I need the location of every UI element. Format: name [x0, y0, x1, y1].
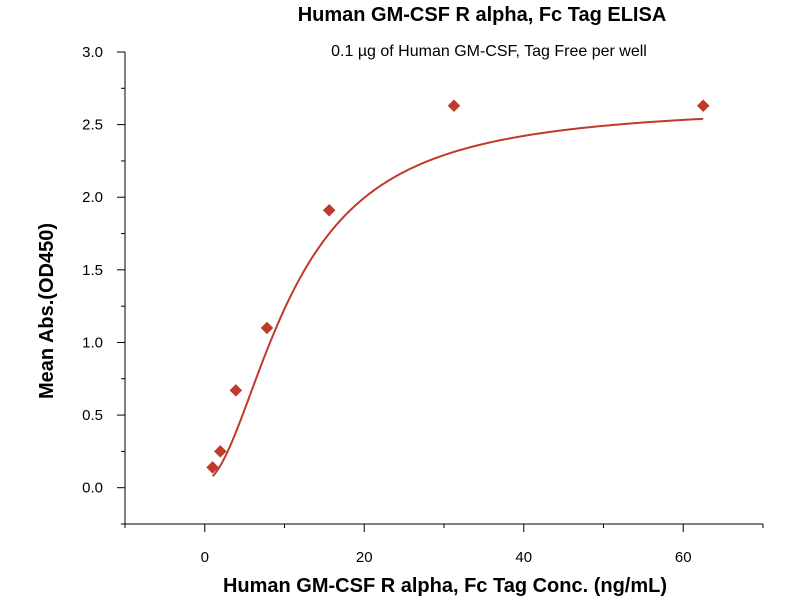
data-point	[322, 203, 336, 217]
fit-curve-layer	[211, 117, 704, 477]
x-tick-label: 40	[515, 549, 532, 566]
y-tick-label: 2.5	[82, 117, 103, 134]
y-tick-label: 0.0	[82, 480, 103, 497]
data-points	[206, 99, 710, 474]
axes: 0.0 0.5 1.0 1.5 2.0 2.5 3.0 0 20 40 60	[82, 44, 764, 566]
data-point	[229, 384, 243, 397]
data-point	[206, 461, 219, 474]
y-tick-label: 3.0	[82, 44, 103, 61]
x-tick-label: 0	[201, 549, 209, 566]
chart-subtitle: 0.1 µg of Human GM-CSF, Tag Free per wel…	[331, 43, 647, 60]
x-axis-title: Human GM-CSF R alpha, Fc Tag Conc. (ng/m…	[223, 575, 667, 597]
data-point	[447, 99, 461, 113]
data-point	[696, 99, 710, 113]
y-axis-title: Mean Abs.(OD450)	[36, 223, 58, 399]
fit-curve	[211, 117, 704, 477]
data-point	[213, 445, 227, 458]
y-tick-label: 1.0	[82, 334, 103, 351]
data-point	[260, 321, 274, 335]
y-tick-label: 1.5	[82, 262, 103, 279]
x-tick-label: 20	[356, 549, 373, 566]
x-tick-label: 60	[675, 549, 692, 566]
chart-title: Human GM-CSF R alpha, Fc Tag ELISA	[298, 4, 667, 26]
y-tick-label: 0.5	[82, 407, 103, 424]
y-tick-label: 2.0	[82, 189, 103, 206]
